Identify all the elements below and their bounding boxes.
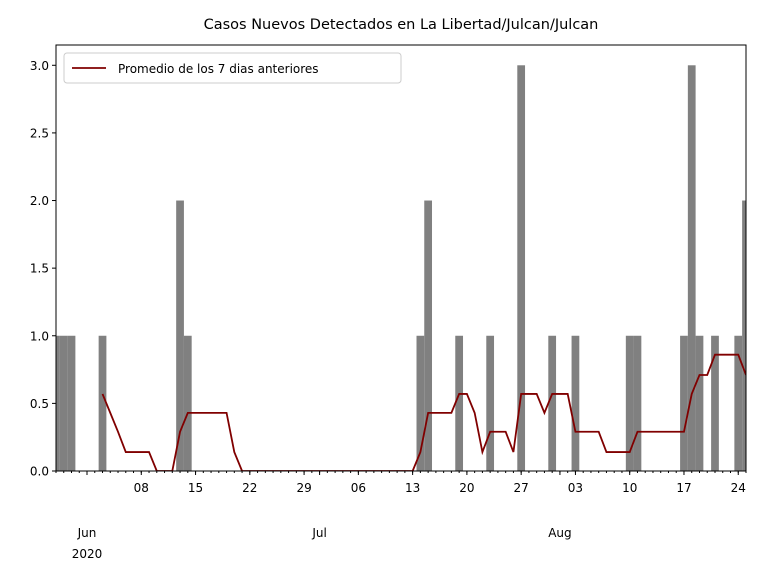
x-tick-label: 15 xyxy=(188,481,203,495)
bar xyxy=(67,335,76,471)
x-tick-label: 13 xyxy=(405,481,420,495)
x-tick-label: 24 xyxy=(731,481,746,495)
x-tick-label: 10 xyxy=(622,481,637,495)
y-tick-label: 3.0 xyxy=(30,59,49,73)
bar xyxy=(56,335,60,471)
plot-area xyxy=(56,65,746,471)
bar xyxy=(742,200,746,471)
bar xyxy=(176,200,184,471)
bar xyxy=(680,335,688,471)
plot-frame xyxy=(55,44,747,472)
bar xyxy=(424,200,433,471)
y-tick-label: 2.0 xyxy=(30,194,49,208)
bar xyxy=(98,335,107,471)
bar xyxy=(711,335,719,471)
x-year-label: 2020 xyxy=(72,547,103,561)
line xyxy=(101,353,746,471)
bar xyxy=(486,335,495,471)
bar xyxy=(455,335,464,471)
x-month-label: Jun xyxy=(77,526,97,540)
y-tick-label: 1.0 xyxy=(30,329,49,343)
legend-label: Promedio de los 7 dias anteriores xyxy=(118,62,319,76)
legend-box xyxy=(63,52,402,84)
bar xyxy=(687,65,696,471)
x-tick-label: 08 xyxy=(134,481,149,495)
y-tick-label: 0.5 xyxy=(30,397,49,411)
x-month-label: Jul xyxy=(311,526,326,540)
x-tick-label: 06 xyxy=(351,481,366,495)
bar xyxy=(625,335,634,471)
y-tick-label: 2.5 xyxy=(30,126,49,140)
legend: Promedio de los 7 dias anteriores xyxy=(63,52,402,84)
chart-title: Casos Nuevos Detectados en La Libertad/J… xyxy=(204,17,599,33)
bar xyxy=(517,65,526,471)
bar xyxy=(571,335,580,471)
y-tick-label: 0.0 xyxy=(30,465,49,479)
bar xyxy=(695,335,704,471)
x-tick-label: 29 xyxy=(296,481,311,495)
bar xyxy=(633,335,642,471)
x-tick-label: 03 xyxy=(568,481,583,495)
y-tick-label: 1.5 xyxy=(30,262,49,276)
x-tick-label: 27 xyxy=(514,481,529,495)
bar xyxy=(183,335,192,471)
bar xyxy=(416,335,425,471)
bar xyxy=(548,335,557,471)
bar xyxy=(59,335,68,471)
bar xyxy=(734,335,743,471)
x-month-label: Aug xyxy=(548,526,571,540)
x-tick-label: 22 xyxy=(242,481,257,495)
x-tick-label: 17 xyxy=(676,481,691,495)
x-tick-label: 20 xyxy=(459,481,474,495)
